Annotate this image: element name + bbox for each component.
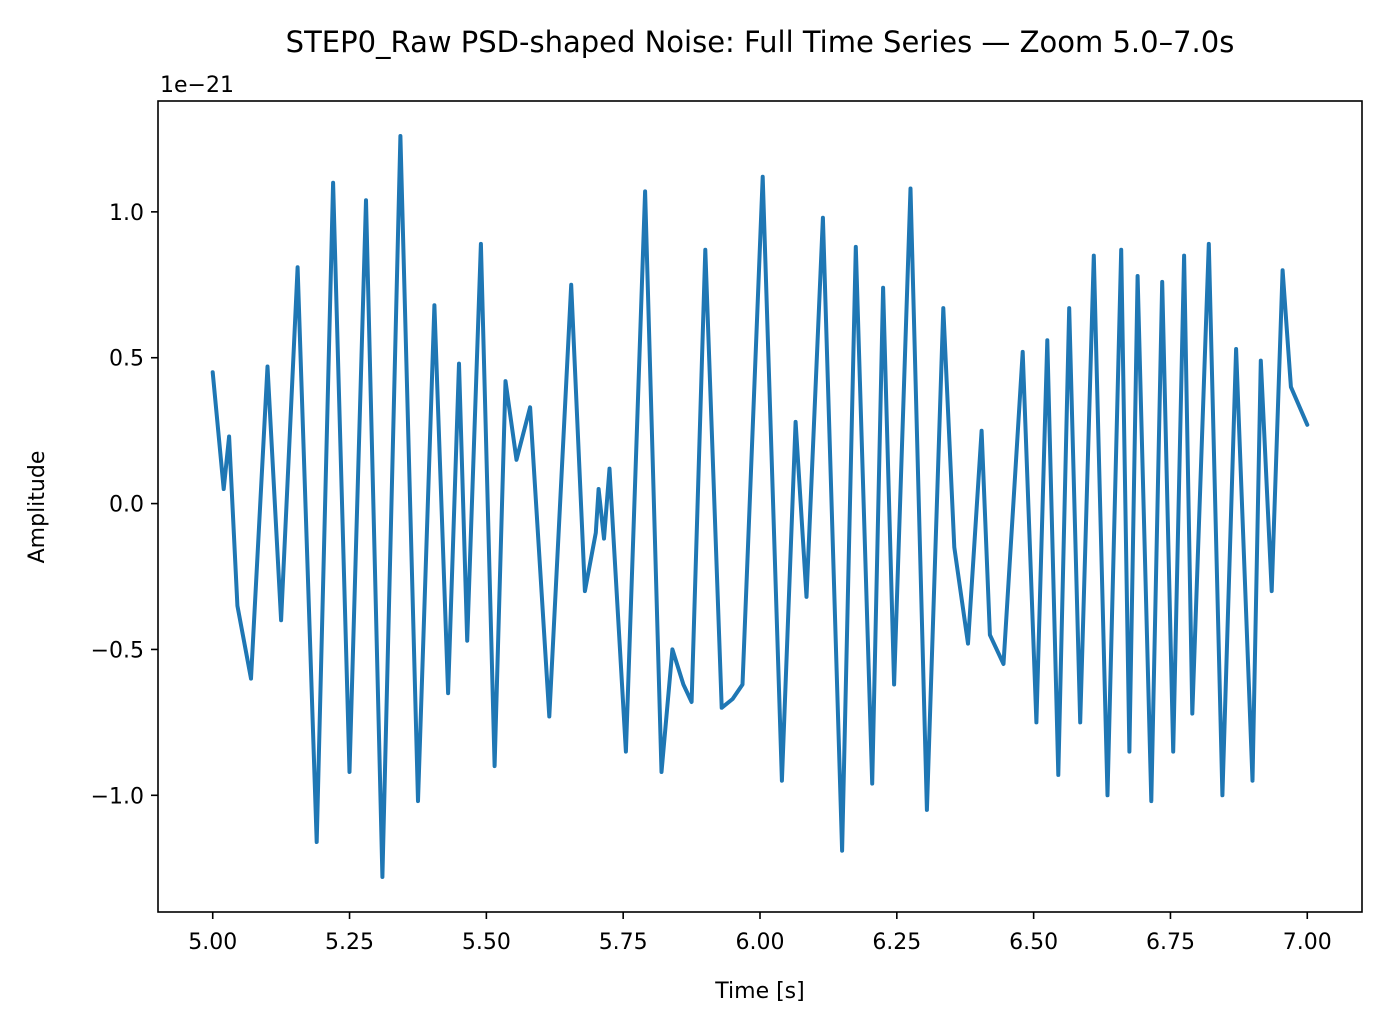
- y-offset-label: 1e−21: [160, 73, 234, 98]
- y-tick-label: 0.5: [109, 347, 144, 372]
- y-tick-label: −0.5: [91, 638, 144, 663]
- y-axis-label: Amplitude: [25, 451, 50, 564]
- x-tick-label: 6.50: [1009, 930, 1058, 955]
- y-tick-label: 1.0: [109, 201, 144, 226]
- x-tick-label: 5.75: [599, 930, 648, 955]
- plot-area: [210, 134, 1310, 879]
- series-line-noise: [210, 134, 1310, 879]
- x-tick-label: 5.25: [325, 930, 374, 955]
- x-tick-label: 6.00: [736, 930, 785, 955]
- x-tick-label: 6.25: [872, 930, 921, 955]
- chart-title: STEP0_Raw PSD-shaped Noise: Full Time Se…: [286, 25, 1235, 59]
- y-tick-label: 0.0: [109, 493, 144, 518]
- x-tick-label: 5.50: [462, 930, 511, 955]
- x-tick-label: 5.00: [188, 930, 237, 955]
- x-axis: 5.00 5.25 5.50 5.75 6.00 6.25 6.50 6.75 7.00: [188, 912, 1332, 955]
- y-tick-label: −1.0: [91, 784, 144, 809]
- x-axis-label: Time [s]: [714, 979, 804, 1004]
- x-tick-label: 6.75: [1146, 930, 1195, 955]
- x-tick-label: 7.00: [1283, 930, 1332, 955]
- y-axis: −1.0 −0.5 0.0 0.5 1.0: [91, 201, 158, 809]
